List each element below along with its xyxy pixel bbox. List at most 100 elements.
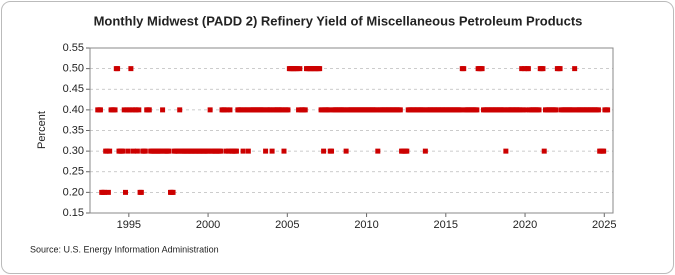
data-point: [297, 66, 303, 72]
data-point: [177, 107, 183, 113]
x-tick-label: 2010: [354, 219, 378, 231]
data-point: [166, 148, 172, 154]
data-point: [302, 107, 308, 113]
data-point: [319, 107, 325, 113]
data-point: [502, 107, 508, 113]
data-point: [595, 107, 601, 113]
data-point: [342, 107, 348, 113]
data-point: [294, 66, 300, 72]
data-point: [525, 66, 531, 72]
data-point: [343, 148, 349, 154]
data-point: [134, 148, 140, 154]
data-point: [280, 107, 286, 113]
data-point: [138, 189, 144, 195]
data-point: [479, 66, 485, 72]
data-point: [136, 107, 142, 113]
chart-title: Monthly Midwest (PADD 2) Refinery Yield …: [94, 13, 583, 28]
data-point: [474, 107, 480, 113]
data-point: [605, 107, 611, 113]
data-point: [129, 107, 135, 113]
data-point: [503, 148, 509, 154]
data-point: [126, 107, 132, 113]
data-point: [285, 107, 291, 113]
data-point: [146, 107, 152, 113]
plot-border: [89, 47, 614, 214]
y-tick-label: 0.55: [63, 42, 84, 54]
data-point: [519, 66, 525, 72]
data-point: [107, 148, 113, 154]
x-tick-label: 1995: [117, 219, 141, 231]
data-point: [112, 107, 118, 113]
data-point: [207, 107, 213, 113]
data-point: [115, 66, 121, 72]
data-point: [224, 107, 230, 113]
data-point: [557, 66, 563, 72]
data-point: [321, 148, 327, 154]
data-point: [317, 66, 323, 72]
y-tick-label: 0.35: [63, 124, 84, 136]
data-point: [517, 107, 523, 113]
data-point: [521, 66, 527, 72]
y-tick-label: 0.40: [63, 104, 84, 116]
x-tick-label: 2015: [434, 219, 458, 231]
data-point: [133, 107, 139, 113]
x-tick-label: 2005: [275, 219, 299, 231]
data-point: [540, 66, 546, 72]
x-tick-label: 2025: [592, 219, 616, 231]
data-point: [104, 148, 110, 154]
data-point: [245, 148, 251, 154]
data-point: [240, 148, 246, 154]
data-point: [223, 148, 229, 154]
x-tick-label: 2000: [196, 219, 220, 231]
data-point: [601, 148, 607, 154]
data-point: [244, 107, 250, 113]
data-point: [520, 107, 526, 113]
data-point: [541, 148, 547, 154]
data-point: [422, 148, 428, 154]
data-point: [268, 107, 274, 113]
data-point: [222, 107, 228, 113]
data-point: [158, 148, 164, 154]
y-axis-label: Percent: [36, 111, 48, 149]
data-point: [101, 189, 107, 195]
data-point: [458, 107, 464, 113]
y-tick-label: 0.25: [63, 166, 84, 178]
data-point: [570, 107, 576, 113]
data-point: [170, 189, 176, 195]
data-point: [523, 107, 529, 113]
data-point: [226, 148, 232, 154]
data-point: [233, 148, 239, 154]
data-point: [375, 148, 381, 154]
data-point: [572, 66, 578, 72]
data-point: [239, 107, 245, 113]
data-point: [536, 107, 542, 113]
data-point: [128, 66, 134, 72]
data-point: [123, 189, 129, 195]
plot-area: 0.15 0.20 0.25 0.30 0.35 0.40 0.45 0.50 0.55 1995…: [63, 42, 617, 231]
data-point: [461, 66, 467, 72]
data-point: [404, 148, 410, 154]
data-point: [296, 107, 302, 113]
data-point: [374, 107, 380, 113]
data-point: [125, 148, 131, 154]
data-point: [218, 148, 224, 154]
data-point: [263, 148, 269, 154]
data-point: [130, 148, 136, 154]
data-point: [121, 107, 127, 113]
y-tick-label: 0.15: [63, 207, 84, 219]
x-tick-label: 2020: [513, 219, 537, 231]
data-point: [553, 107, 559, 113]
data-point: [142, 148, 148, 154]
data-point: [269, 148, 275, 154]
data-point: [227, 107, 233, 113]
y-tick-label: 0.45: [63, 83, 84, 95]
y-tick-label: 0.30: [63, 145, 84, 157]
data-point: [261, 107, 267, 113]
data-point: [105, 189, 111, 195]
data-point: [97, 107, 103, 113]
data-point: [326, 107, 332, 113]
data-point: [124, 107, 130, 113]
